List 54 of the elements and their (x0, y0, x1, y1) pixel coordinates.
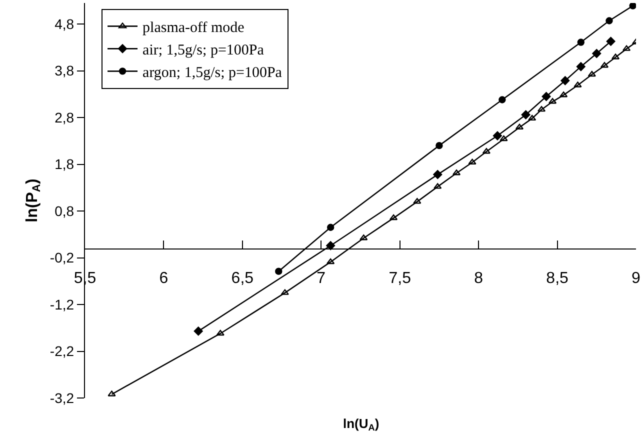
point (326, 258, 335, 264)
y-tick-label: -2,2 (50, 343, 74, 360)
point (542, 92, 551, 101)
y-tick-label: 4,8 (54, 16, 74, 32)
point (468, 158, 476, 164)
point (280, 289, 289, 295)
x-tick-label: 7,5 (388, 270, 412, 287)
point (360, 234, 368, 240)
point (560, 76, 570, 86)
point (500, 135, 508, 142)
point (574, 82, 582, 88)
legend-label: air; 1,5g/s; p=100Pa (142, 42, 264, 59)
point (216, 330, 224, 336)
point (560, 91, 568, 98)
legend-label: argon; 1,5g/s; p=100Pa (142, 65, 282, 82)
point (548, 98, 557, 104)
point (577, 38, 584, 46)
legend-label: plasma-off mode (142, 20, 245, 36)
y-tick-label: -3,2 (50, 390, 74, 406)
point (433, 170, 442, 180)
x-tick-label: 7 (316, 270, 326, 287)
point (390, 214, 398, 220)
point (528, 114, 536, 121)
y-tick-label: 0,8 (54, 202, 74, 219)
x-tick-label: 9 (632, 270, 641, 287)
point (629, 3, 636, 10)
point (326, 241, 336, 250)
point (482, 148, 490, 154)
point (434, 183, 442, 189)
y-tick-label: 1,8 (54, 156, 74, 172)
x-tick-label: 8,5 (546, 270, 569, 287)
point (492, 131, 502, 140)
x-tick-label: 8 (474, 270, 484, 287)
x-tick-label: 6,5 (231, 270, 254, 287)
x-axis-title: ln(U$_{A}$) (343, 416, 380, 433)
point (498, 96, 506, 104)
x-tick-label: 6 (159, 270, 168, 287)
point (576, 62, 586, 72)
point (592, 48, 602, 58)
point (108, 390, 116, 396)
point (588, 70, 596, 77)
y-tick-label: -0,2 (50, 250, 74, 266)
point (413, 198, 422, 204)
point (275, 268, 282, 275)
point (521, 110, 530, 120)
point (606, 17, 613, 24)
point (326, 224, 334, 231)
point (606, 36, 616, 46)
y-tick-label: -1,2 (50, 296, 74, 312)
point (537, 106, 546, 112)
y-tick-label: 2,8 (54, 109, 74, 126)
point (194, 326, 203, 336)
y-tick-label: 3,8 (54, 62, 74, 79)
point (436, 142, 443, 150)
